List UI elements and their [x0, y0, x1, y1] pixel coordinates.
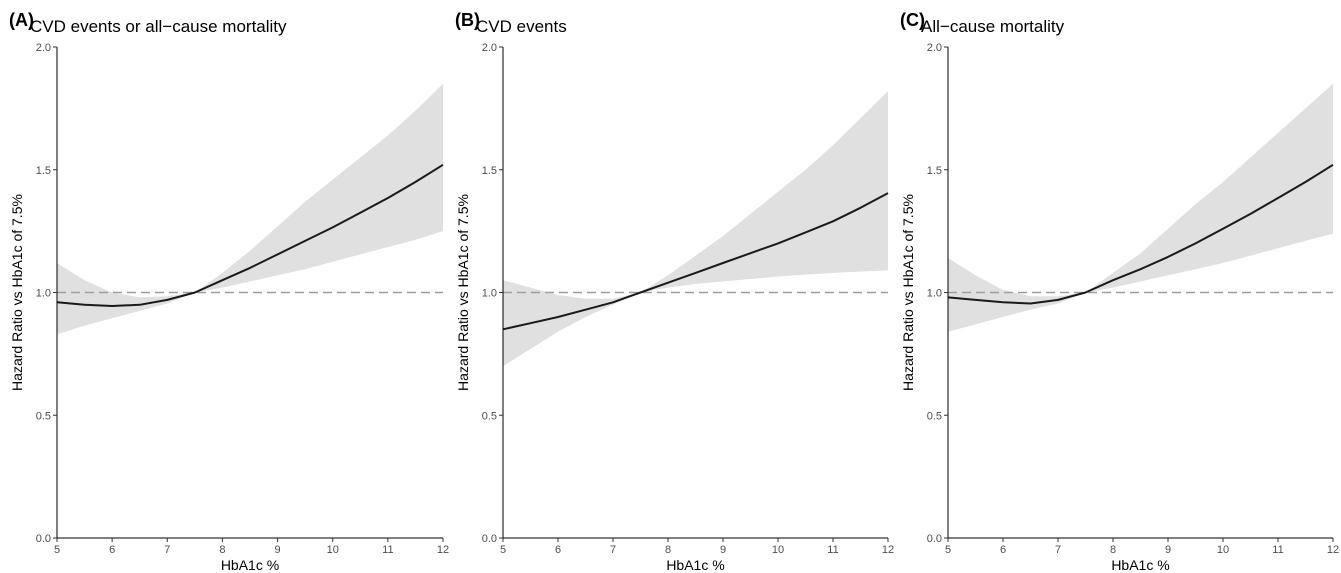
- x-tick-label: 9: [720, 544, 726, 556]
- y-tick-label: 1.0: [482, 288, 497, 300]
- y-tick-label: 1.0: [36, 288, 51, 300]
- x-tick-label: 12: [882, 544, 894, 556]
- x-tick-label: 9: [275, 544, 281, 556]
- y-tick-label: 1.0: [927, 288, 942, 300]
- y-tick-label: 2.0: [36, 42, 51, 54]
- x-tick-label: 7: [164, 544, 170, 556]
- hazard-ratio-line: [56, 163, 444, 307]
- chart-panel-1: 5 6 7 8 9 10 11 12 0.0 0.5 1.0 1.5 2.0(A)CVD events …: [9, 10, 449, 573]
- x-tick-label: 8: [665, 544, 671, 556]
- confidence-band: [948, 83, 1333, 332]
- x-tick-label: 5: [500, 544, 506, 556]
- x-tick-label: 5: [945, 544, 951, 556]
- chart-title: CVD events or all−cause mortality: [30, 17, 287, 36]
- panel-label: (C): [900, 10, 925, 30]
- x-axis-label: HbA1c %: [221, 557, 279, 573]
- x-tick-label: 8: [219, 544, 225, 556]
- chart-panel-3: 5 6 7 8 9 10 11 12 0.0 0.5 1.0 1.5 2.0(C)All−cause m…: [900, 10, 1339, 573]
- x-tick-label: 12: [437, 544, 449, 556]
- y-tick-label: 0.5: [927, 410, 942, 422]
- hazard-ratio-line: [502, 192, 889, 331]
- y-tick-label: 0.0: [36, 533, 51, 545]
- y-tick-label: 1.5: [482, 165, 497, 177]
- x-tick-label: 8: [1110, 544, 1116, 556]
- x-tick-label: 11: [1272, 544, 1283, 556]
- x-tick-label: 7: [610, 544, 616, 556]
- chart-title: CVD events: [476, 17, 567, 36]
- panel-label: (A): [9, 10, 34, 30]
- panel-label: (B): [455, 10, 480, 30]
- x-tick-label: 5: [54, 544, 60, 556]
- y-tick-label: 0.0: [482, 533, 497, 545]
- x-tick-label: 7: [1055, 544, 1061, 556]
- y-tick-label: 0.0: [927, 533, 942, 545]
- chart-panel-2: 5 6 7 8 9 10 11 12 0.0 0.5 1.0 1.5 2.0(B)CVD events H…: [455, 10, 894, 573]
- x-tick-label: 6: [555, 544, 561, 556]
- x-tick-label: 10: [772, 544, 784, 556]
- y-axis-label: Hazard Ratio vs HbA1c of 7.5%: [455, 194, 471, 391]
- y-tick-label: 0.5: [482, 410, 497, 422]
- x-axis-label: HbA1c %: [666, 557, 724, 573]
- y-tick-label: 2.0: [482, 42, 497, 54]
- x-tick-label: 10: [327, 544, 339, 556]
- confidence-band: [57, 83, 443, 335]
- confidence-band: [503, 91, 888, 367]
- x-axis-label: HbA1c %: [1111, 557, 1169, 573]
- chart-title: All−cause mortality: [921, 17, 1065, 36]
- x-tick-label: 10: [1217, 544, 1229, 556]
- x-tick-label: 11: [827, 544, 838, 556]
- x-tick-label: 11: [382, 544, 393, 556]
- x-tick-label: 9: [1165, 544, 1171, 556]
- x-tick-label: 6: [1000, 544, 1006, 556]
- y-axis-label: Hazard Ratio vs HbA1c of 7.5%: [9, 194, 25, 391]
- y-tick-label: 2.0: [927, 42, 942, 54]
- y-tick-label: 1.5: [927, 165, 942, 177]
- hazard-ratio-line: [947, 163, 1334, 305]
- x-tick-label: 12: [1327, 544, 1339, 556]
- x-tick-label: 6: [109, 544, 115, 556]
- y-tick-label: 0.5: [36, 410, 51, 422]
- y-tick-label: 1.5: [36, 165, 51, 177]
- y-axis-label: Hazard Ratio vs HbA1c of 7.5%: [900, 194, 916, 391]
